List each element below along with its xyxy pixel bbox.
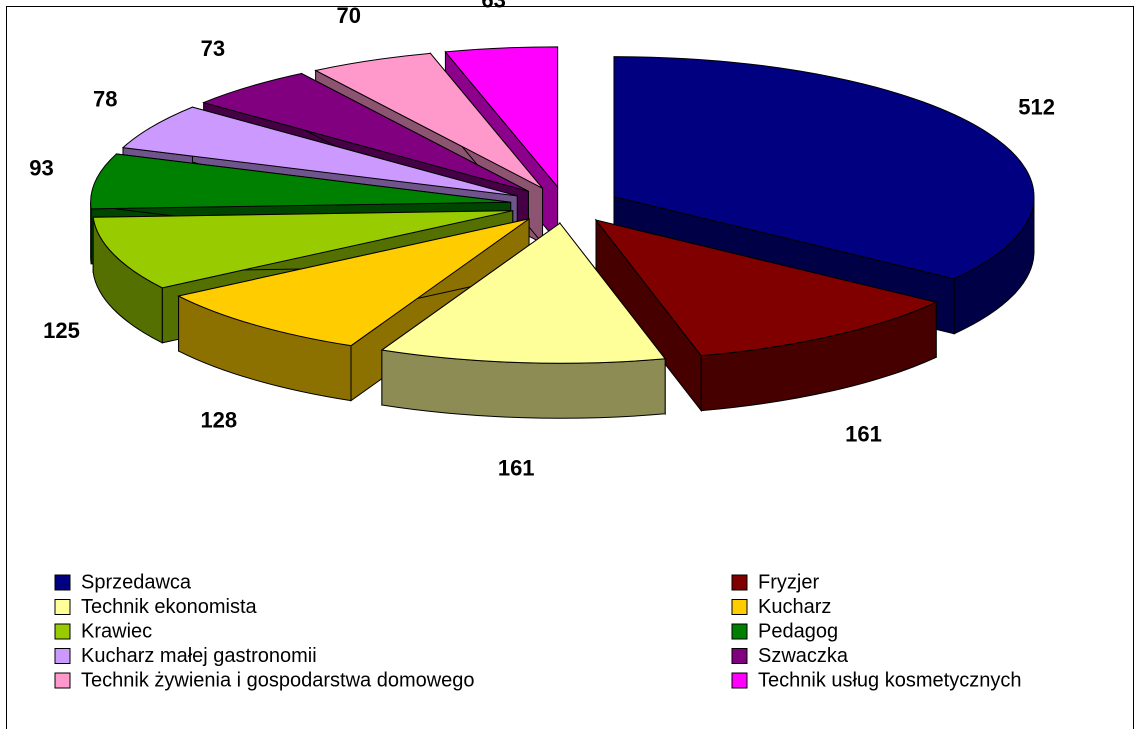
legend-label: Pedagog (758, 620, 838, 642)
legend-swatch (731, 672, 748, 689)
legend-swatch (731, 648, 748, 664)
legend-swatch (54, 599, 71, 615)
legend-swatch (731, 599, 748, 615)
legend-swatch (54, 623, 71, 640)
data-label: 63 (481, 0, 505, 12)
slice-top (444, 46, 559, 189)
legend-label: Technik żywienia i gospodarstwa domowego (81, 669, 475, 691)
data-label: 125 (43, 318, 80, 343)
slice-top (613, 56, 1035, 280)
legend-label: Krawiec (81, 620, 152, 642)
legend-label: Szwaczka (758, 645, 849, 667)
data-label: 78 (93, 86, 117, 111)
legend-label: Fryzjer (758, 571, 819, 593)
legend-swatch (54, 648, 71, 664)
data-label: 161 (845, 421, 882, 446)
legend-swatch (731, 574, 748, 591)
slice (594, 218, 938, 413)
slice-top (594, 219, 938, 357)
slice (380, 221, 667, 419)
legend-label: Kucharz małej gastronomii (81, 645, 317, 667)
data-label: 161 (498, 455, 535, 480)
slice-top (90, 153, 511, 210)
slice-top (202, 72, 529, 192)
slice-top (314, 52, 543, 189)
data-label: 70 (337, 3, 361, 28)
data-label: 73 (201, 36, 225, 61)
legend-swatch (54, 574, 71, 591)
legend-label: Sprzedawca (81, 571, 192, 593)
legend-label: Kucharz (758, 596, 831, 618)
legend-swatch (54, 672, 71, 689)
data-label: 93 (29, 155, 53, 180)
slice-top (380, 222, 667, 364)
slice-top (177, 218, 530, 347)
legend-label: Technik ekonomista (81, 596, 258, 618)
slice-top (92, 210, 513, 289)
slice-top (121, 106, 518, 197)
data-label: 128 (200, 407, 237, 432)
legend-label: Technik usług kosmetycznych (758, 669, 1021, 691)
data-label: 512 (1018, 95, 1055, 120)
legend-swatch (731, 623, 748, 640)
